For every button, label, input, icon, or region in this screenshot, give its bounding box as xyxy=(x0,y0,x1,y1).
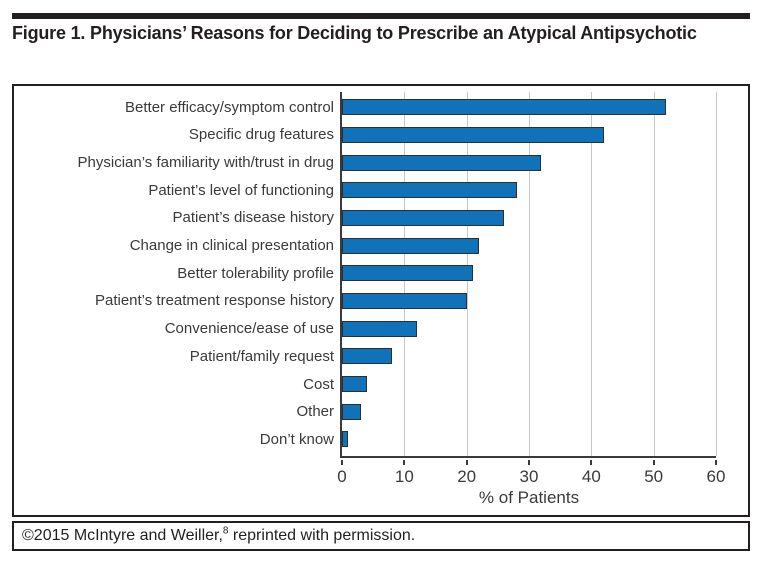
chart-panel: Better efficacy/symptom control Specific … xyxy=(12,84,750,517)
bar-5 xyxy=(342,209,505,226)
credit-panel: ©2015 McIntyre and Weiller,8 reprinted w… xyxy=(12,521,750,551)
bar-6 xyxy=(342,237,480,254)
bar-9 xyxy=(342,320,417,337)
tick-0 xyxy=(341,460,343,465)
tick-40 xyxy=(590,460,593,465)
bar-13 xyxy=(342,431,349,448)
gridline-40 xyxy=(591,92,593,456)
category-label: Patient’s level of functioning xyxy=(148,181,334,199)
bar-2 xyxy=(342,126,604,143)
category-label: Other xyxy=(296,403,334,421)
tick-50 xyxy=(652,460,655,465)
bar-7 xyxy=(342,265,473,282)
plot-area xyxy=(340,92,717,458)
category-label: Better efficacy/symptom control xyxy=(125,98,334,116)
bar-10 xyxy=(342,348,392,365)
credit-text: ©2015 McIntyre and Weiller,8 reprinted w… xyxy=(22,525,416,544)
tick-label-0: 0 xyxy=(337,467,347,486)
tick-label-10: 10 xyxy=(394,467,414,486)
category-label: Cost xyxy=(303,375,334,393)
gridline-50 xyxy=(653,92,655,456)
tick-10 xyxy=(403,460,406,465)
bar-1 xyxy=(342,99,667,116)
category-label: Better tolerability profile xyxy=(177,264,334,282)
category-label: Patient’s treatment response history xyxy=(94,292,334,310)
category-label: Patient’s disease history xyxy=(172,209,334,227)
tick-label-30: 30 xyxy=(519,467,539,486)
category-label: Patient/family request xyxy=(189,347,334,365)
category-label: Specific drug features xyxy=(188,126,334,144)
category-label: Physician’s familiarity with/trust in dr… xyxy=(77,154,334,172)
tick-label-50: 50 xyxy=(644,467,664,486)
tick-label-60: 60 xyxy=(706,467,726,486)
bar-12 xyxy=(342,403,361,420)
bar-11 xyxy=(342,376,367,392)
figure-title: Figure 1. Physicians’ Reasons for Decidi… xyxy=(12,23,697,43)
title-rule xyxy=(12,13,750,19)
tick-60 xyxy=(715,460,717,465)
x-axis-title: % of Patients xyxy=(478,488,580,507)
bar-4 xyxy=(342,182,517,199)
category-label: Don’t know xyxy=(259,430,334,448)
x-axis-ticks xyxy=(341,460,717,466)
x-axis-tick-labels: 0 10 20 30 40 50 60 xyxy=(337,467,725,487)
tick-30 xyxy=(528,460,530,465)
bar-8 xyxy=(342,292,467,309)
category-label: Change in clinical presentation xyxy=(129,237,334,255)
bar-3 xyxy=(342,154,542,171)
tick-label-20: 20 xyxy=(457,467,477,486)
tick-20 xyxy=(465,460,468,465)
gridline-30 xyxy=(529,92,530,456)
gridline-60 xyxy=(716,92,717,456)
reference-superscript: 8 xyxy=(222,525,229,537)
tick-label-40: 40 xyxy=(581,467,601,486)
category-label: Convenience/ease of use xyxy=(164,320,334,338)
